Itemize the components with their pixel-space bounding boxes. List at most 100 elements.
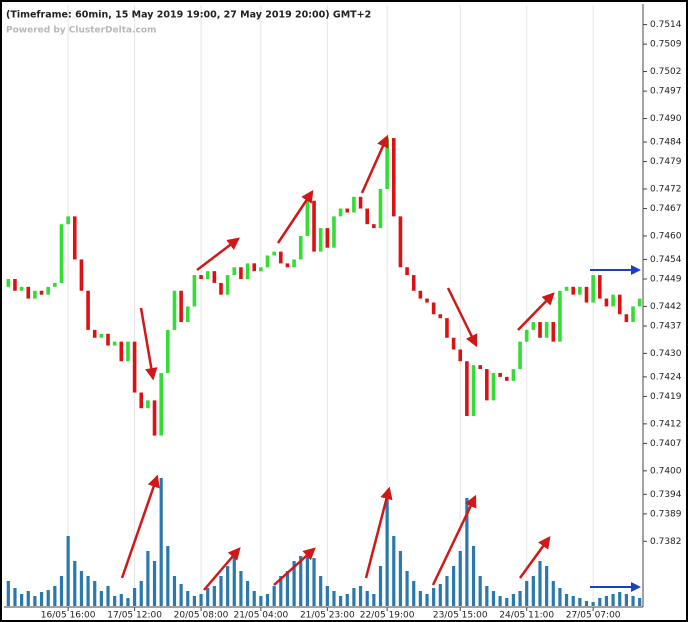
x-tick-label: 27/05 07:00 xyxy=(566,611,621,621)
volume-bar xyxy=(352,588,356,606)
candle xyxy=(345,208,350,213)
y-tick-label: 0.7394 xyxy=(650,490,682,500)
x-tick-label: 21/05 04:00 xyxy=(233,611,288,621)
candle xyxy=(604,298,609,307)
volume-bar xyxy=(13,588,17,606)
volume-bar xyxy=(418,591,422,606)
candle xyxy=(146,400,150,409)
candle xyxy=(411,275,416,291)
volume-bar xyxy=(638,598,642,606)
candle xyxy=(26,286,31,299)
candle xyxy=(119,341,124,362)
candle xyxy=(332,216,336,248)
volume-bar xyxy=(385,494,389,606)
volume-bar xyxy=(598,598,602,606)
y-tick-label: 0.7509 xyxy=(650,40,682,50)
volume-bar xyxy=(66,536,70,606)
volume-bar xyxy=(20,594,24,606)
volume-bar xyxy=(146,551,150,606)
volume-bar xyxy=(332,591,336,606)
candle xyxy=(504,376,509,381)
volume-bar xyxy=(239,571,243,606)
volume-bar xyxy=(26,591,30,606)
candle xyxy=(558,290,562,342)
volume-bar xyxy=(365,591,369,606)
volume-bar xyxy=(6,581,10,606)
volume-bar xyxy=(465,498,469,606)
candle xyxy=(538,322,542,338)
candle xyxy=(431,302,436,315)
candle xyxy=(99,333,104,338)
y-tick-label: 0.7490 xyxy=(650,114,682,124)
volume-bar xyxy=(372,594,376,606)
volume-bar xyxy=(39,592,44,606)
candle xyxy=(498,372,502,377)
candle xyxy=(19,286,24,291)
candle xyxy=(298,235,303,260)
candle xyxy=(325,228,330,248)
chart-subtitle: Powered by ClusterDelta.com xyxy=(6,26,156,36)
candle xyxy=(485,369,489,401)
volume-bar xyxy=(604,596,609,606)
volume-bar xyxy=(53,586,57,606)
x-tick-label: 16/05 16:00 xyxy=(41,611,96,621)
volume-bar xyxy=(99,591,103,606)
volume-bar xyxy=(159,478,163,606)
candle xyxy=(544,322,549,338)
candle xyxy=(219,282,223,295)
candle xyxy=(445,318,449,338)
volume-bar xyxy=(432,588,436,606)
y-tick-label: 0.7472 xyxy=(650,184,682,194)
volume-bar xyxy=(618,592,622,606)
candle xyxy=(584,286,589,303)
volume-bar xyxy=(132,588,137,606)
candle xyxy=(524,329,529,342)
volume-bar xyxy=(279,576,283,606)
volume-bar xyxy=(358,586,363,606)
volume-bar xyxy=(139,581,143,606)
volume-bar xyxy=(219,576,223,606)
candle xyxy=(425,298,429,303)
x-tick-label: 20/05 08:00 xyxy=(174,611,229,621)
volume-bar xyxy=(485,586,489,606)
candle xyxy=(458,349,463,362)
x-tick-label: 21/05 23:00 xyxy=(300,611,355,621)
candle xyxy=(232,267,237,276)
candle xyxy=(564,286,569,291)
candle xyxy=(491,372,496,401)
volume-bar xyxy=(531,576,535,606)
candle xyxy=(13,279,17,291)
volume-bar xyxy=(259,596,263,606)
y-tick-label: 0.7430 xyxy=(650,349,682,359)
candle xyxy=(518,341,522,370)
candle xyxy=(86,290,90,330)
volume-bar xyxy=(498,596,502,606)
volume-bar xyxy=(631,596,635,606)
candle xyxy=(617,294,622,315)
x-tick-label: 17/05 12:00 xyxy=(107,611,162,621)
volume-bar xyxy=(179,584,183,606)
y-tick-label: 0.7454 xyxy=(650,255,682,265)
volume-bar xyxy=(305,551,309,606)
candle xyxy=(212,271,217,283)
volume-bar xyxy=(458,551,462,606)
volume-bar xyxy=(491,591,496,606)
candle xyxy=(571,286,576,295)
y-tick-label: 0.7479 xyxy=(650,157,682,167)
candle xyxy=(92,329,97,338)
volume-bar xyxy=(199,594,203,606)
candle xyxy=(252,263,257,272)
volume-bar xyxy=(571,596,575,606)
candle xyxy=(611,294,615,307)
candle xyxy=(578,286,582,295)
volume-bar xyxy=(378,566,383,606)
y-tick-label: 0.7419 xyxy=(650,392,682,402)
candle xyxy=(265,255,270,268)
volume-bar xyxy=(245,581,250,606)
volume-bar xyxy=(86,576,90,606)
volume-bar xyxy=(319,576,323,606)
candle xyxy=(418,290,423,299)
y-tick-label: 0.7437 xyxy=(650,321,682,331)
candle xyxy=(179,290,183,323)
